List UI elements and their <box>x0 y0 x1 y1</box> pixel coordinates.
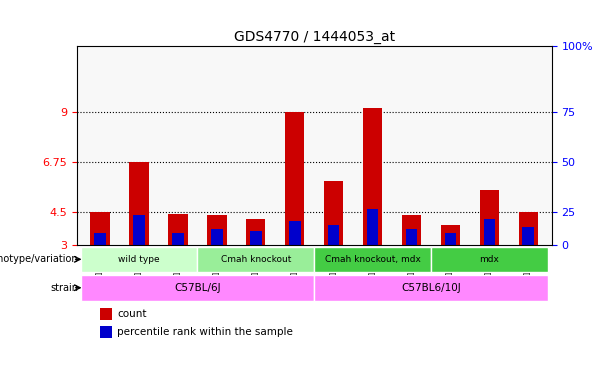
Bar <box>90 212 110 245</box>
Bar <box>211 229 223 245</box>
Title: GDS4770 / 1444053_at: GDS4770 / 1444053_at <box>234 30 395 44</box>
Bar <box>101 326 112 338</box>
Bar <box>129 162 149 245</box>
Text: wild type: wild type <box>118 255 160 264</box>
Text: C57BL/6J: C57BL/6J <box>174 283 221 293</box>
Bar <box>519 212 538 245</box>
Bar <box>484 219 495 245</box>
Bar <box>324 181 343 245</box>
Bar <box>441 225 460 245</box>
FancyBboxPatch shape <box>431 247 548 272</box>
FancyBboxPatch shape <box>80 275 314 301</box>
Bar <box>101 308 112 320</box>
Bar <box>522 227 534 245</box>
Bar <box>402 215 421 245</box>
Bar <box>479 190 499 245</box>
Bar <box>168 214 188 245</box>
Bar <box>285 113 305 245</box>
Text: C57BL6/10J: C57BL6/10J <box>401 283 461 293</box>
FancyBboxPatch shape <box>80 247 197 272</box>
Bar <box>207 215 227 245</box>
Text: count: count <box>117 309 147 319</box>
Bar <box>246 218 265 245</box>
Bar <box>172 233 184 245</box>
Text: percentile rank within the sample: percentile rank within the sample <box>117 327 293 337</box>
FancyBboxPatch shape <box>314 247 431 272</box>
Bar <box>328 225 340 245</box>
FancyBboxPatch shape <box>314 275 548 301</box>
Text: mdx: mdx <box>479 255 500 264</box>
Bar <box>289 221 300 245</box>
Text: strain: strain <box>50 283 78 293</box>
Bar <box>363 108 383 245</box>
Text: Cmah knockout: Cmah knockout <box>221 255 291 264</box>
Bar <box>133 215 145 245</box>
Bar <box>406 229 417 245</box>
Text: genotype/variation: genotype/variation <box>0 254 78 264</box>
Bar <box>94 233 106 245</box>
Bar <box>367 209 378 245</box>
Text: Cmah knockout, mdx: Cmah knockout, mdx <box>325 255 421 264</box>
Bar <box>250 231 262 245</box>
FancyBboxPatch shape <box>197 247 314 272</box>
Bar <box>444 233 456 245</box>
